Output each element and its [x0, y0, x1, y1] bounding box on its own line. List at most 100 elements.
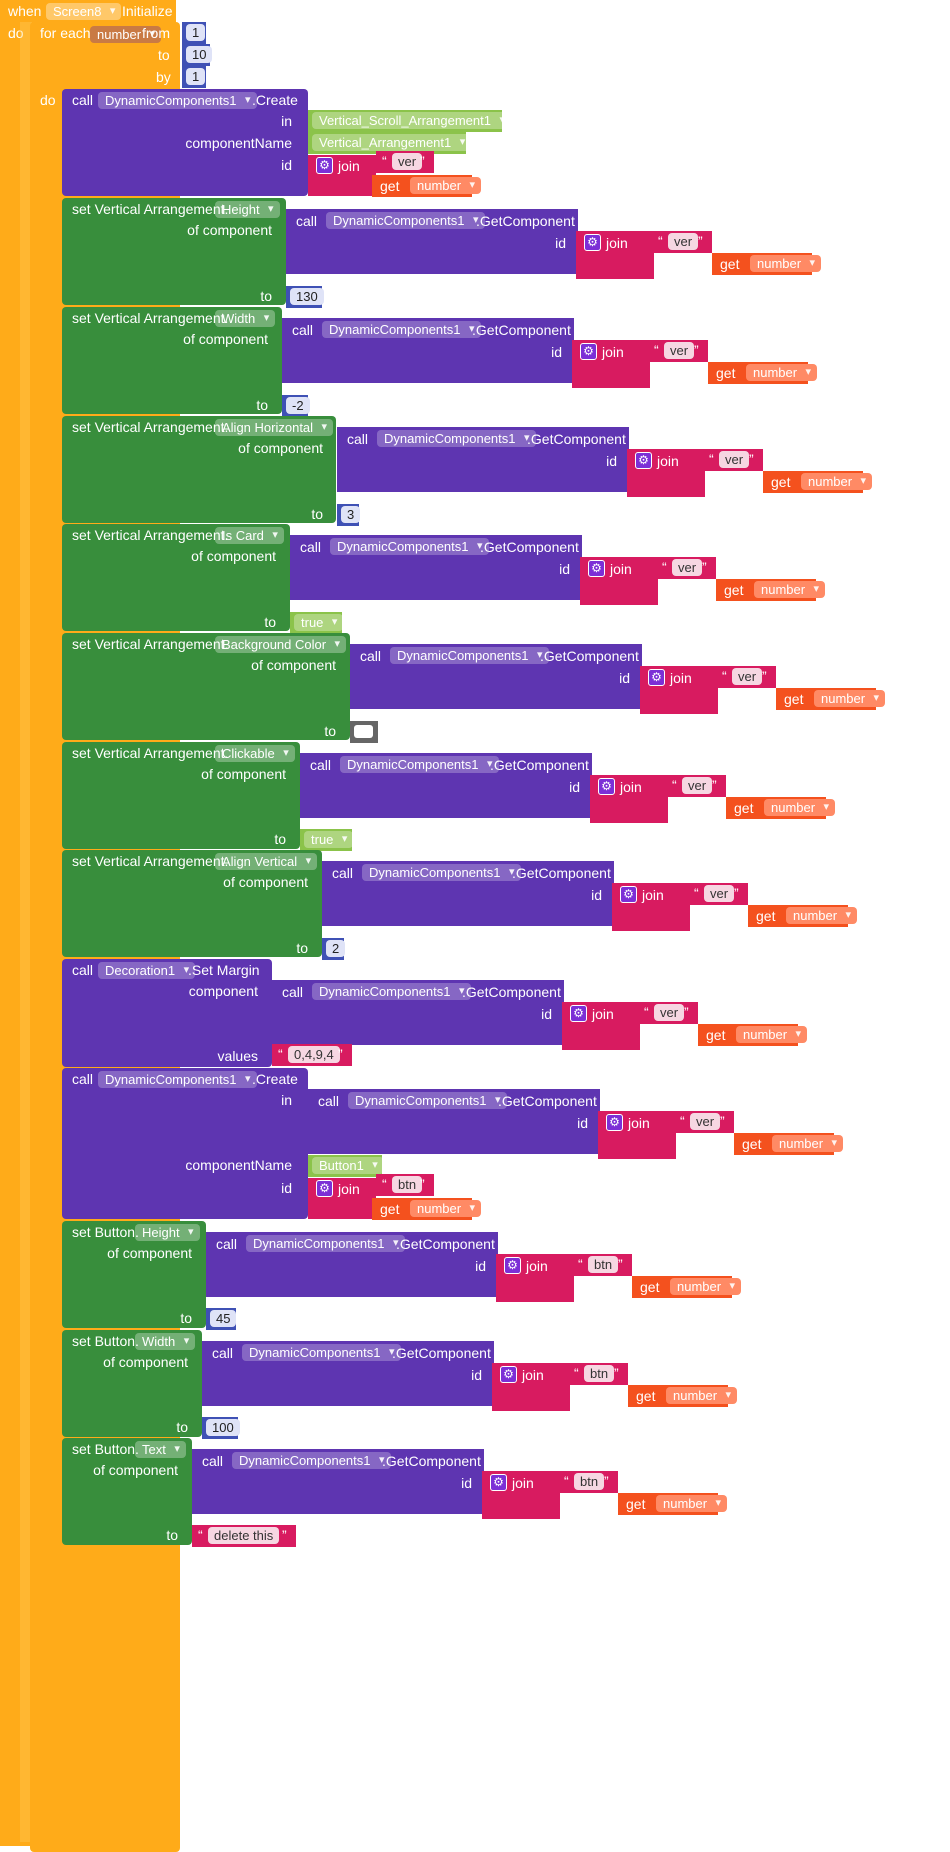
- color-swatch[interactable]: [354, 725, 373, 738]
- quote-mark-icon: ”: [698, 233, 703, 249]
- dynamic-components-dropdown[interactable]: DynamicComponents1: [242, 1344, 401, 1361]
- join-label: join: [670, 670, 692, 686]
- join-text-field[interactable]: ver: [654, 1004, 685, 1021]
- dynamic-components-dropdown[interactable]: DynamicComponents1: [98, 92, 257, 109]
- get-var-dropdown[interactable]: number: [801, 473, 873, 490]
- dynamic-components-dropdown[interactable]: DynamicComponents1: [330, 538, 489, 555]
- join-text-field[interactable]: btn: [588, 1256, 619, 1273]
- join-text-field[interactable]: ver: [690, 1113, 721, 1130]
- get-var-dropdown[interactable]: number: [666, 1387, 738, 1404]
- join-label: join: [526, 1258, 548, 1274]
- button-width-value[interactable]: 100: [206, 1419, 240, 1436]
- dynamic-components-dropdown[interactable]: DynamicComponents1: [312, 983, 471, 1000]
- mutator-gear-icon[interactable]: ⚙: [588, 560, 605, 577]
- get-var-dropdown[interactable]: number: [410, 1200, 482, 1217]
- mutator-gear-icon[interactable]: ⚙: [648, 669, 665, 686]
- mutator-gear-icon[interactable]: ⚙: [570, 1005, 587, 1022]
- mutator-gear-icon[interactable]: ⚙: [635, 452, 652, 469]
- boolean-dropdown[interactable]: true: [294, 614, 344, 631]
- mutator-gear-icon[interactable]: ⚙: [620, 886, 637, 903]
- to-value[interactable]: 10: [186, 46, 213, 63]
- join-text-field[interactable]: ver: [719, 451, 750, 468]
- quote-mark-icon: ”: [762, 668, 767, 684]
- join-text-field[interactable]: ver: [682, 777, 713, 794]
- mutator-gear-icon[interactable]: ⚙: [584, 234, 601, 251]
- height-value[interactable]: 130: [290, 288, 324, 305]
- property-dropdown[interactable]: Height: [135, 1224, 200, 1241]
- get-var-dropdown[interactable]: number: [736, 1026, 808, 1043]
- from-value[interactable]: 1: [186, 24, 206, 41]
- get-var-dropdown[interactable]: number: [656, 1495, 728, 1512]
- dynamic-components-dropdown[interactable]: DynamicComponents1: [362, 864, 521, 881]
- dynamic-components-dropdown[interactable]: DynamicComponents1: [326, 212, 485, 229]
- event-do-slot[interactable]: [20, 22, 32, 1842]
- property-dropdown[interactable]: Width: [215, 310, 276, 327]
- join-text-field[interactable]: ver: [392, 153, 423, 170]
- loop-var-dropdown[interactable]: number: [90, 26, 162, 43]
- dynamic-components-dropdown[interactable]: DynamicComponents1: [340, 756, 499, 773]
- id-label: id: [555, 235, 566, 251]
- property-dropdown[interactable]: Background Color: [215, 636, 347, 653]
- width-value[interactable]: -2: [286, 397, 310, 414]
- mutator-gear-icon[interactable]: ⚙: [490, 1474, 507, 1491]
- property-dropdown[interactable]: Align Vertical: [215, 853, 318, 870]
- component-dropdown[interactable]: Vertical_Arrangement1: [312, 134, 472, 151]
- mutator-gear-icon[interactable]: ⚙: [580, 343, 597, 360]
- dynamic-components-dropdown[interactable]: DynamicComponents1: [246, 1235, 405, 1252]
- get-var-dropdown[interactable]: number: [670, 1278, 742, 1295]
- join-text-field[interactable]: ver: [664, 342, 695, 359]
- dynamic-components-dropdown[interactable]: DynamicComponents1: [322, 321, 481, 338]
- mutator-gear-icon[interactable]: ⚙: [316, 157, 333, 174]
- align-horizontal-value[interactable]: 3: [341, 506, 361, 523]
- join-text-field[interactable]: ver: [704, 885, 735, 902]
- get-var-dropdown[interactable]: number: [754, 581, 826, 598]
- property-dropdown[interactable]: Text: [135, 1441, 186, 1458]
- dynamic-components-dropdown[interactable]: DynamicComponents1: [390, 647, 549, 664]
- join-text-field[interactable]: btn: [584, 1365, 615, 1382]
- dynamic-components-dropdown[interactable]: DynamicComponents1: [348, 1092, 507, 1109]
- component-dropdown[interactable]: Button1: [312, 1157, 384, 1174]
- get-label: get: [626, 1496, 646, 1512]
- to-label: to: [274, 831, 286, 847]
- mutator-gear-icon[interactable]: ⚙: [504, 1257, 521, 1274]
- join-text-field[interactable]: btn: [574, 1473, 605, 1490]
- get-var-dropdown[interactable]: number: [746, 364, 818, 381]
- align-vertical-value[interactable]: 2: [326, 940, 346, 957]
- create-block-2[interactable]: [62, 1068, 308, 1219]
- get-var-dropdown[interactable]: number: [786, 907, 858, 924]
- mutator-gear-icon[interactable]: ⚙: [606, 1114, 623, 1131]
- margin-values-field[interactable]: 0,4,9,4: [288, 1046, 340, 1063]
- decoration-dropdown[interactable]: Decoration1: [98, 962, 196, 979]
- join-text-field[interactable]: ver: [672, 559, 703, 576]
- get-var-dropdown[interactable]: number: [764, 799, 836, 816]
- button-height-value[interactable]: 45: [210, 1310, 237, 1327]
- property-dropdown[interactable]: Height: [215, 201, 280, 218]
- mutator-gear-icon[interactable]: ⚙: [598, 778, 615, 795]
- property-dropdown[interactable]: Is Card: [215, 527, 284, 544]
- property-dropdown[interactable]: Align Horizontal: [215, 419, 334, 436]
- mutator-gear-icon[interactable]: ⚙: [500, 1366, 517, 1383]
- by-value[interactable]: 1: [186, 68, 206, 85]
- screen-dropdown[interactable]: Screen8: [46, 3, 122, 20]
- property-dropdown[interactable]: Clickable: [215, 745, 295, 762]
- to-label: to: [296, 940, 308, 956]
- get-var-dropdown[interactable]: number: [750, 255, 822, 272]
- button-text-value[interactable]: delete this: [208, 1527, 280, 1544]
- join-text-field[interactable]: ver: [668, 233, 699, 250]
- dynamic-components-dropdown[interactable]: DynamicComponents1: [98, 1071, 257, 1088]
- setter-label: set Vertical Arrangement.: [72, 527, 229, 543]
- get-var-dropdown[interactable]: number: [410, 177, 482, 194]
- boolean-dropdown[interactable]: true: [304, 831, 354, 848]
- join-text-field[interactable]: btn: [392, 1176, 423, 1193]
- quote-mark-icon: ”: [420, 153, 425, 169]
- component-dropdown[interactable]: Vertical_Scroll_Arrangement1: [312, 112, 511, 129]
- setter-label: set Button.: [72, 1441, 139, 1457]
- get-label: get: [742, 1136, 762, 1152]
- mutator-gear-icon[interactable]: ⚙: [316, 1180, 333, 1197]
- get-var-dropdown[interactable]: number: [772, 1135, 844, 1152]
- dynamic-components-dropdown[interactable]: DynamicComponents1: [232, 1452, 391, 1469]
- dynamic-components-dropdown[interactable]: DynamicComponents1: [377, 430, 536, 447]
- join-text-field[interactable]: ver: [732, 668, 763, 685]
- get-var-dropdown[interactable]: number: [814, 690, 886, 707]
- property-dropdown[interactable]: Width: [135, 1333, 196, 1350]
